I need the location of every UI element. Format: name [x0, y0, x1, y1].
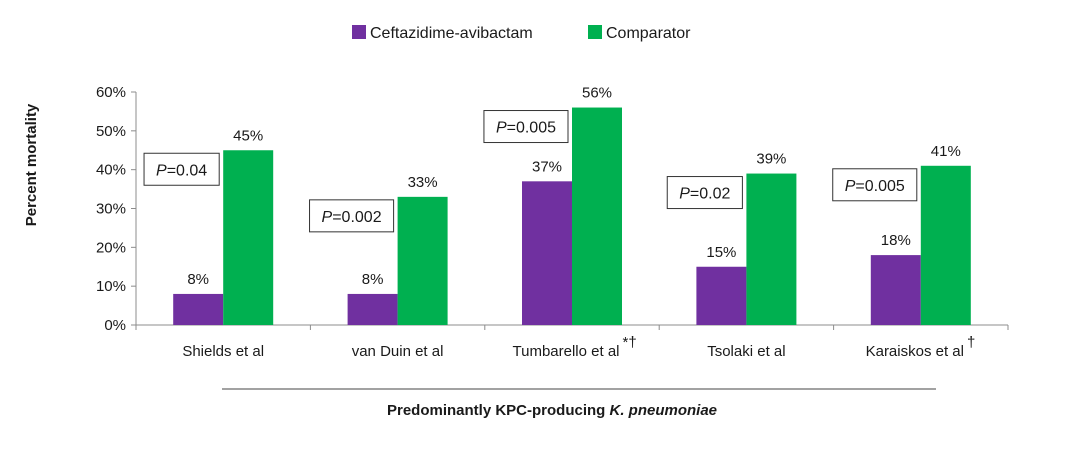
y-tick-label: 20%	[96, 239, 126, 256]
data-label: 41%	[931, 143, 961, 160]
p-value-box	[309, 199, 395, 233]
legend-swatch-ceftazidime-avibactam	[352, 25, 366, 39]
data-labels: 8% 45% 8% 33% 37% 56% 15% 39% 18% 41%	[187, 85, 960, 288]
p-value-text: P=0.005	[496, 120, 556, 137]
bar-comparator	[397, 196, 448, 325]
category-footnote-mark: *†	[623, 334, 637, 351]
y-tick-label: 10%	[96, 278, 126, 295]
p-value-box	[483, 110, 569, 144]
y-tick-label: 60%	[96, 84, 126, 101]
x-axis-title-italic: K. pneumoniae	[610, 402, 718, 419]
x-axis-title-text: Predominantly KPC-producing	[387, 402, 610, 419]
data-label: 45%	[233, 127, 263, 144]
category-footnote-mark: †	[967, 334, 975, 351]
data-label: 8%	[362, 271, 384, 288]
p-value-box	[143, 152, 220, 186]
bar-comparator	[223, 150, 274, 325]
p-value-prefix: P	[679, 186, 690, 203]
p-value-prefix: P	[496, 120, 507, 137]
bars	[173, 107, 971, 326]
data-label: 8%	[187, 271, 209, 288]
data-label: 39%	[756, 151, 786, 168]
category-label: Karaiskos et al	[866, 343, 964, 360]
p-value-number: =0.02	[690, 186, 731, 203]
bar-comparator	[746, 173, 797, 325]
p-value-number: =0.04	[167, 162, 208, 179]
category-labels: Shields et al van Duin et al Tumbarello et…	[182, 334, 975, 360]
p-value-number: =0.002	[332, 209, 381, 226]
legend-label-comparator: Comparator	[606, 25, 691, 42]
p-value-prefix: P	[845, 178, 856, 195]
y-tick-label: 40%	[96, 162, 126, 179]
p-value-prefix: P	[322, 209, 333, 226]
bar-ceftazidime-avibactam	[347, 293, 398, 325]
bar-ceftazidime-avibactam	[522, 181, 572, 325]
category-label: Shields et al	[182, 343, 264, 360]
category-label: Tsolaki et al	[707, 343, 785, 360]
p-value-number: =0.005	[855, 178, 904, 195]
x-axis-title: Predominantly KPC-producing K. pneumonia…	[387, 402, 717, 419]
legend: Ceftazidime-avibactam Comparator	[352, 25, 691, 42]
p-value-text: P=0.04	[156, 162, 207, 179]
legend-swatch-comparator	[588, 25, 602, 39]
y-tick-label: 50%	[96, 123, 126, 140]
bar-ceftazidime-avibactam	[870, 255, 921, 325]
bar-comparator	[572, 107, 622, 326]
p-value-box	[666, 176, 743, 210]
category-label: van Duin et al	[352, 343, 444, 360]
p-value-text: P=0.005	[845, 178, 905, 195]
y-tick-label: 0%	[104, 317, 126, 334]
legend-label-ceftazidime-avibactam: Ceftazidime-avibactam	[370, 25, 533, 42]
p-value-prefix: P	[156, 162, 167, 179]
p-value-text: P=0.002	[322, 209, 382, 226]
category-label: Tumbarello et al	[513, 343, 620, 360]
data-label: 37%	[532, 158, 562, 175]
data-label: 15%	[706, 244, 736, 261]
p-value-number: =0.005	[507, 120, 556, 137]
data-label: 56%	[582, 85, 612, 102]
data-label: 33%	[408, 174, 438, 191]
y-axis-ticks: 0% 10% 20% 30% 40% 50% 60%	[96, 84, 136, 334]
x-axis-ticks	[135, 325, 1009, 330]
p-value-text: P=0.02	[679, 186, 730, 203]
bar-comparator	[920, 165, 971, 325]
y-axis-title: Percent mortality	[23, 103, 40, 226]
bar-ceftazidime-avibactam	[173, 293, 224, 325]
bar-ceftazidime-avibactam	[696, 266, 747, 325]
y-tick-label: 30%	[96, 201, 126, 218]
p-value-box	[832, 168, 918, 202]
data-label: 18%	[881, 232, 911, 249]
